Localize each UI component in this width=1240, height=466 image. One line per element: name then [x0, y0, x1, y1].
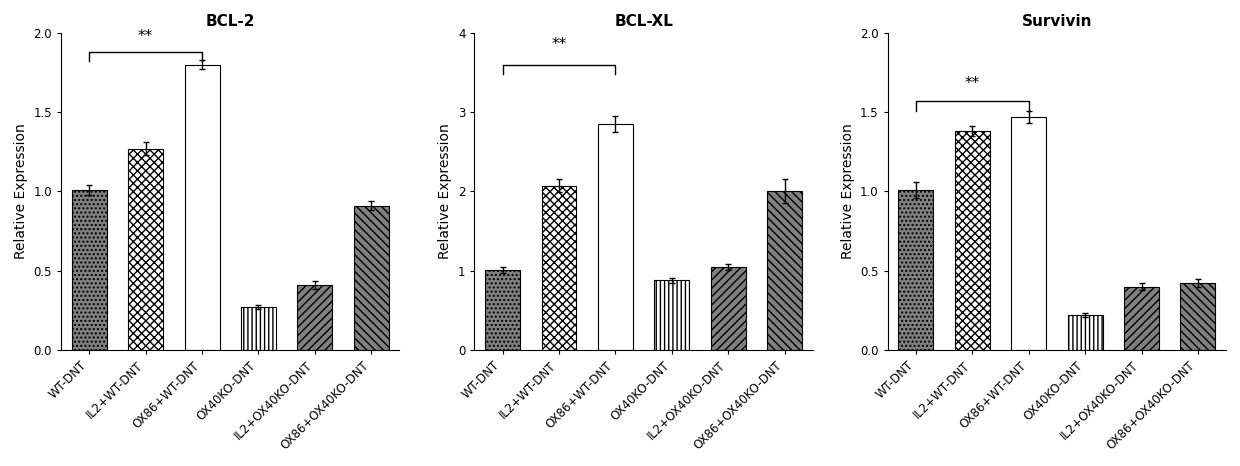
Y-axis label: Relative Expression: Relative Expression	[439, 123, 453, 259]
Bar	[655, 280, 689, 350]
Bar	[241, 307, 277, 350]
Bar	[185, 65, 219, 350]
Y-axis label: Relative Expression: Relative Expression	[841, 123, 854, 259]
Bar	[1180, 283, 1215, 350]
Bar	[1068, 315, 1102, 350]
Bar	[128, 149, 164, 350]
Bar	[353, 206, 388, 350]
Title: BCL-2: BCL-2	[206, 14, 255, 29]
Title: Survivin: Survivin	[1022, 14, 1092, 29]
Text: **: **	[552, 37, 567, 52]
Text: **: **	[138, 29, 154, 44]
Bar	[298, 285, 332, 350]
Bar	[899, 190, 934, 350]
Title: BCL-XL: BCL-XL	[614, 14, 673, 29]
Text: **: **	[965, 76, 980, 91]
Bar	[768, 192, 802, 350]
Bar	[485, 270, 520, 350]
Bar	[955, 131, 990, 350]
Bar	[1012, 117, 1047, 350]
Bar	[711, 267, 745, 350]
Bar	[1123, 287, 1159, 350]
Bar	[542, 186, 577, 350]
Y-axis label: Relative Expression: Relative Expression	[14, 123, 27, 259]
Bar	[72, 190, 107, 350]
Bar	[598, 124, 632, 350]
